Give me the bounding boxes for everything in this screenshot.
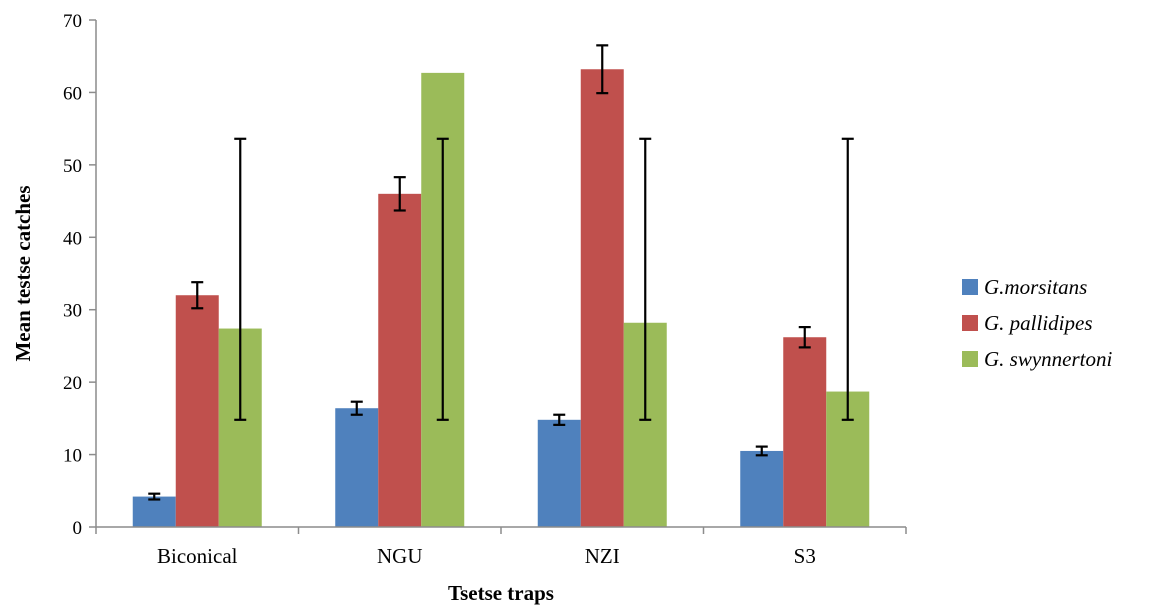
bar-g-morsitans [740, 450, 784, 527]
legend: G.morsitans G. pallidipes G. swynnertoni [962, 275, 1112, 371]
y-axis-ticks: 0 10 20 30 40 50 60 70 [63, 11, 96, 539]
category-label: NZI [585, 544, 620, 568]
category-label: NGU [377, 544, 423, 568]
legend-swatch [962, 315, 978, 331]
bar-g-pallidipes [580, 69, 624, 527]
legend-label: G.morsitans [984, 275, 1087, 299]
category-label: S3 [794, 544, 816, 568]
bar-g-morsitans [335, 408, 379, 527]
bar-g-morsitans [537, 419, 581, 527]
y-tick-label: 50 [63, 156, 82, 177]
y-tick-label: 40 [63, 228, 82, 249]
error-bars-group [148, 44, 854, 501]
x-axis-title: Tsetse traps [448, 581, 554, 605]
bar-g-pallidipes [378, 193, 422, 528]
y-tick-label: 0 [73, 518, 83, 539]
y-tick-label: 60 [63, 83, 82, 104]
category-label: Biconical [157, 544, 238, 568]
y-tick-label: 20 [63, 373, 82, 394]
bar-g-pallidipes [783, 337, 827, 527]
legend-swatch [962, 279, 978, 295]
x-axis-ticks [95, 527, 907, 534]
y-axis-title: Mean testse catches [11, 185, 35, 361]
bar-g-pallidipes [175, 295, 219, 527]
y-tick-label: 70 [63, 11, 82, 32]
y-tick-label: 30 [63, 301, 82, 322]
legend-label: G. pallidipes [984, 311, 1093, 335]
legend-label: G. swynnertoni [984, 347, 1112, 371]
category-labels: Biconical NGU NZI S3 [157, 544, 816, 568]
bar-g-morsitans [132, 496, 176, 527]
legend-swatch [962, 351, 978, 367]
y-tick-label: 10 [63, 446, 82, 467]
